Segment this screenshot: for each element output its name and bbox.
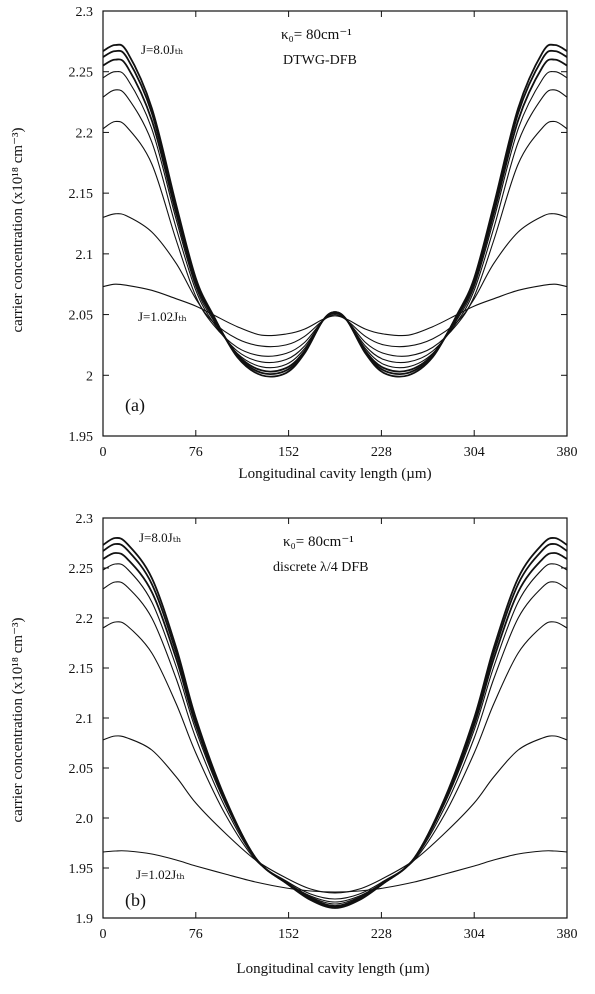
chart-a-xticks: 0 76 152 228 304 380 (100, 11, 578, 460)
y-tick-label: 2.25 (69, 66, 94, 81)
chart-a-ylabel: carrier concentration (x10¹⁸ cm⁻³) (10, 128, 26, 333)
y-tick-label: 2.3 (76, 5, 94, 20)
x-tick-label: 380 (557, 445, 578, 460)
y-tick-label: 1.95 (69, 430, 94, 445)
series-line-8 (102, 283, 568, 337)
series-line-8 (102, 850, 568, 893)
y-tick-label: 2.05 (69, 762, 94, 777)
x-tick-label: 152 (278, 445, 299, 460)
chart-b-frame (102, 517, 568, 919)
chart-a-series (102, 43, 568, 378)
series-line-7 (102, 735, 568, 894)
series-line-1 (102, 43, 568, 378)
y-tick-label: 1.95 (69, 862, 94, 877)
chart-a-svg: carrier concentration (x10¹⁸ cm⁻³) 1.95 2… (10, 5, 578, 482)
chart-a-annotation-device: DTWG-DFB (283, 53, 357, 68)
chart-b-xlabel: Longitudinal cavity length (µm) (236, 961, 429, 977)
series-line-6 (102, 120, 568, 357)
chart-b-series (102, 537, 568, 909)
chart-panel-a: carrier concentration (x10¹⁸ cm⁻³) 1.95 2… (0, 0, 595, 490)
x-tick-label: 228 (371, 445, 392, 460)
chart-b-xticks: 0 76 152 228 304 380 (100, 518, 578, 942)
series-line-2 (102, 49, 568, 375)
chart-a-yticks: 1.95 2 2.05 2.1 2.15 2.2 2.25 2.3 (69, 5, 567, 445)
series-line-6 (102, 621, 568, 900)
y-tick-label: 2.1 (76, 712, 94, 727)
chart-a-xlabel: Longitudinal cavity length (µm) (238, 466, 431, 482)
y-tick-label: 2.15 (69, 662, 94, 677)
x-tick-label: 304 (464, 927, 485, 942)
y-tick-label: 2.05 (69, 309, 94, 324)
series-line-5 (102, 89, 568, 364)
chart-b-panel-label: (b) (125, 890, 146, 911)
chart-b-label-high: J=8.0Jₜₕ (139, 530, 182, 545)
series-line-7 (102, 213, 568, 348)
chart-b-yticks: 1.9 1.95 2.0 2.05 2.1 2.15 2.2 2.25 2.3 (69, 512, 567, 927)
y-tick-label: 2.25 (69, 562, 94, 577)
series-line-1 (102, 537, 568, 909)
chart-b-annotation-device: discrete λ/4 DFB (273, 560, 368, 575)
chart-a-frame (102, 10, 568, 437)
x-tick-label: 76 (189, 445, 203, 460)
x-tick-label: 228 (371, 927, 392, 942)
y-tick-label: 2.15 (69, 187, 94, 202)
chart-a-label-high: J=8.0Jₜₕ (141, 42, 184, 57)
series-line-2 (102, 543, 568, 908)
chart-a-annotation-kappa: κ₀= 80cm⁻¹ (281, 27, 352, 43)
chart-a-panel-label: (a) (125, 395, 145, 416)
x-tick-label: 0 (100, 927, 107, 942)
chart-b-plot: 1.9 1.95 2.0 2.05 2.1 2.15 2.2 2.25 2.3 0 76 152 22… (69, 512, 578, 942)
chart-a-label-low: J=1.02Jₜₕ (138, 309, 187, 324)
y-tick-label: 2.2 (76, 126, 94, 141)
chart-panel-b: carrier concentration (x10¹⁸ cm⁻³) 1.9 1.… (0, 495, 595, 989)
y-tick-label: 2 (86, 369, 93, 384)
y-tick-label: 2.3 (76, 512, 94, 527)
chart-b-ylabel: carrier concentration (x10¹⁸ cm⁻³) (10, 618, 26, 823)
series-line-3 (102, 552, 568, 907)
y-tick-label: 2.2 (76, 612, 94, 627)
x-tick-label: 0 (100, 445, 107, 460)
chart-b-svg: carrier concentration (x10¹⁸ cm⁻³) 1.91.… (10, 512, 578, 977)
x-tick-label: 304 (464, 445, 485, 460)
x-tick-label: 380 (557, 927, 578, 942)
series-line-4 (102, 563, 568, 905)
y-tick-label: 2.1 (76, 248, 94, 263)
x-tick-label: 76 (189, 927, 203, 942)
series-line-5 (102, 581, 568, 903)
x-tick-label: 152 (278, 927, 299, 942)
y-tick-label: 1.9 (76, 912, 94, 927)
chart-a-plot: 1.95 2 2.05 2.1 2.15 2.2 2.25 2.3 0 76 152 228 304 3… (69, 5, 578, 460)
chart-b-label-low: J=1.02Jₜₕ (136, 867, 185, 882)
chart-b-annotation-kappa: κ₀= 80cm⁻¹ (283, 534, 354, 550)
y-tick-label: 2.0 (76, 812, 94, 827)
